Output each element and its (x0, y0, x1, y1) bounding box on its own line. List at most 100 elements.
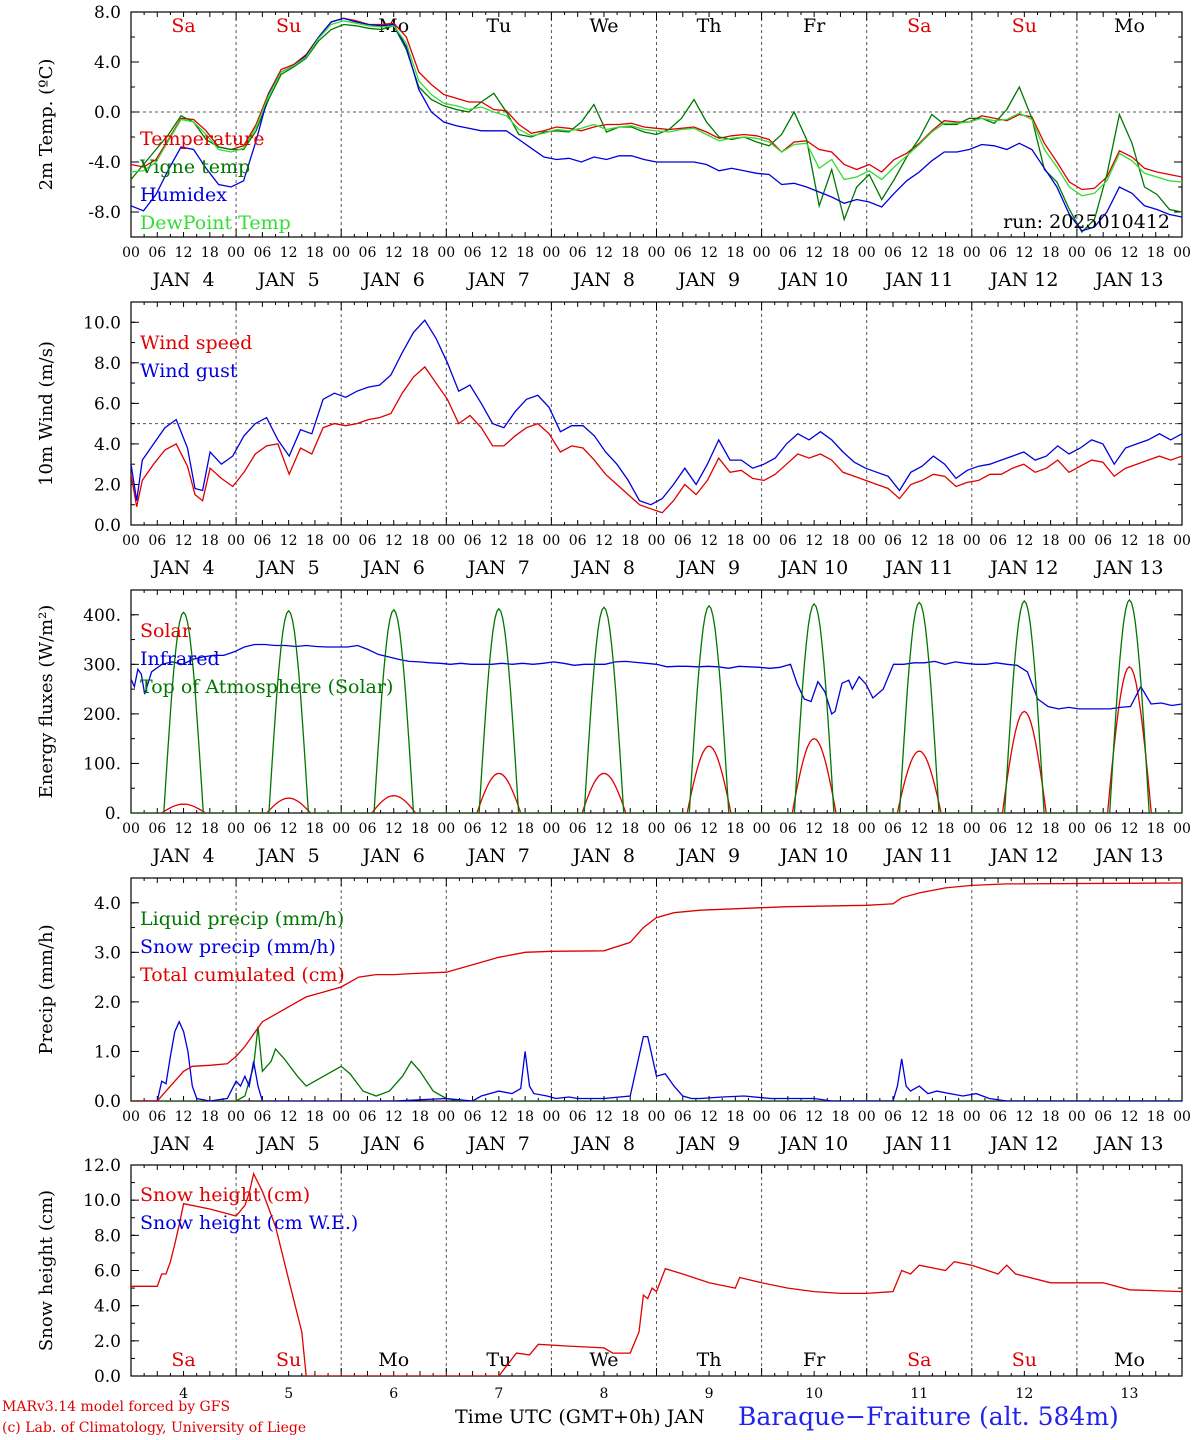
x-hour-label: 12 (910, 245, 928, 261)
x-hour-label: 18 (621, 1109, 639, 1125)
legend-total-cumulated-cm-: Total cumulated (cm) (140, 964, 345, 986)
legend-dewpoint-temp: DewPoint Temp (140, 212, 291, 234)
y-tick-label: 100. (83, 754, 121, 774)
series-line-liquid-precip-mm-h- (131, 1026, 1182, 1101)
x-hour-label: 00 (332, 533, 350, 549)
x-hour-label: 06 (359, 1109, 377, 1125)
weekday-label: Su (1012, 1349, 1037, 1371)
x-hour-label: 18 (1147, 245, 1165, 261)
x-hour-label: 18 (937, 1109, 955, 1125)
y-tick-label: 4.0 (94, 894, 121, 914)
series-group (131, 1171, 1182, 1376)
x-hour-label: 06 (1094, 821, 1112, 837)
x-hour-label: 12 (700, 533, 718, 549)
x-hour-label: 12 (595, 245, 613, 261)
y-axis-label: Snow height (cm) (36, 1190, 57, 1351)
x-hour-label: 00 (858, 245, 876, 261)
series-line-infrared (131, 643, 1182, 715)
x-hour-label: 18 (937, 533, 955, 549)
series-line-wind-gust (131, 319, 1182, 506)
x-hour-label: 06 (148, 1109, 166, 1125)
x-hour-label: 18 (411, 533, 429, 549)
x-hour-label: 12 (280, 533, 298, 549)
x-hour-label: 00 (648, 1109, 666, 1125)
x-hour-label: 18 (1042, 533, 1060, 549)
x-date-label: JAN 5 (256, 1133, 320, 1155)
x-hour-label: 00 (1173, 533, 1191, 549)
x-date-label: JAN 7 (466, 845, 530, 867)
weekday-label: Mo (378, 1349, 409, 1371)
x-date-label: JAN 7 (466, 269, 530, 291)
y-tick-label: 200. (83, 705, 121, 725)
x-hour-label: 00 (227, 533, 245, 549)
legend-wind-speed: Wind speed (140, 332, 252, 354)
x-hour-label: 18 (937, 821, 955, 837)
x-hour-label: 06 (464, 245, 482, 261)
x-date-label: JAN 10 (778, 269, 848, 291)
x-date-label: JAN 5 (256, 557, 320, 579)
x-hour-label: 12 (490, 821, 508, 837)
y-axis-label: 10m Wind (m/s) (36, 341, 57, 486)
x-hour-label: 18 (306, 533, 324, 549)
x-hour-label: 18 (516, 821, 534, 837)
x-hour-label: 12 (700, 821, 718, 837)
x-date-label: JAN 8 (571, 845, 635, 867)
y-tick-label: 2.0 (94, 1332, 121, 1352)
y-tick-label: 10.0 (83, 313, 121, 333)
x-date-label: JAN 11 (883, 269, 953, 291)
x-hour-label: 00 (122, 1109, 140, 1125)
x-hour-label: 18 (1042, 821, 1060, 837)
x-hour-label: 00 (858, 1109, 876, 1125)
x-hour-label: 18 (937, 245, 955, 261)
series-group (131, 17, 1182, 234)
y-tick-label: 3.0 (94, 943, 121, 963)
x-date-label: JAN 13 (1093, 1133, 1163, 1155)
weekday-label: Su (1012, 15, 1037, 37)
x-hour-label: 12 (1121, 245, 1139, 261)
panel-frame (130, 589, 1183, 814)
x-date-label: JAN 9 (676, 557, 740, 579)
series-line-temperature (131, 17, 1182, 191)
x-date-label: JAN 10 (778, 1133, 848, 1155)
y-tick-label: 4.0 (94, 435, 121, 455)
x-hour-label: 12 (910, 821, 928, 837)
x-date-label: JAN 12 (988, 1133, 1058, 1155)
x-hour-label: 12 (490, 245, 508, 261)
x-hour-label: 06 (989, 821, 1007, 837)
x-hour-label: 00 (648, 821, 666, 837)
x-hour-label: 06 (253, 1109, 271, 1125)
x-hour-label: 06 (1094, 533, 1112, 549)
y-tick-label: -8.0 (88, 203, 121, 223)
x-hour-label: 12 (175, 533, 193, 549)
x-hour-label: 00 (437, 1109, 455, 1125)
x-hour-label: 18 (1147, 533, 1165, 549)
x-hour-label: 18 (516, 245, 534, 261)
x-hour-label: 18 (1147, 821, 1165, 837)
weekday-label: Fr (803, 1349, 826, 1371)
x-hour-label: 06 (253, 821, 271, 837)
x-hour-label: 00 (753, 245, 771, 261)
x-hour-label: 00 (437, 245, 455, 261)
y-tick-label: 400. (83, 606, 121, 626)
series-line-snow-height-cm- (131, 1171, 1182, 1376)
x-hour-label: 06 (569, 1109, 587, 1125)
weekday-label: Tu (486, 1349, 511, 1371)
x-hour-label: 12 (175, 821, 193, 837)
x-hour-label: 06 (989, 245, 1007, 261)
x-hour-label: 06 (148, 533, 166, 549)
series-line-snow-precip-mm-h- (131, 1020, 1182, 1101)
x-hour-label: 06 (464, 1109, 482, 1125)
station-name: Baraque−Fraiture (alt. 584m) (738, 1402, 1119, 1431)
x-hour-label: 18 (726, 1109, 744, 1125)
x-hour-label: 00 (963, 533, 981, 549)
x-date-label: JAN 13 (1093, 557, 1163, 579)
x-date-label: JAN 4 (150, 269, 214, 291)
x-hour-label: 12 (490, 533, 508, 549)
x-hour-label: 06 (1094, 1109, 1112, 1125)
y-axis-label: Precip (mm/h) (36, 924, 57, 1054)
x-hour-label: 06 (989, 533, 1007, 549)
panel-energy: 400. 300. 200. 100. 0. Energy fluxes (W/m²) 00… (36, 589, 1191, 867)
x-hour-label: 12 (910, 1109, 928, 1125)
x-hour-label: 06 (1094, 245, 1112, 261)
x-hour-label: 06 (884, 1109, 902, 1125)
